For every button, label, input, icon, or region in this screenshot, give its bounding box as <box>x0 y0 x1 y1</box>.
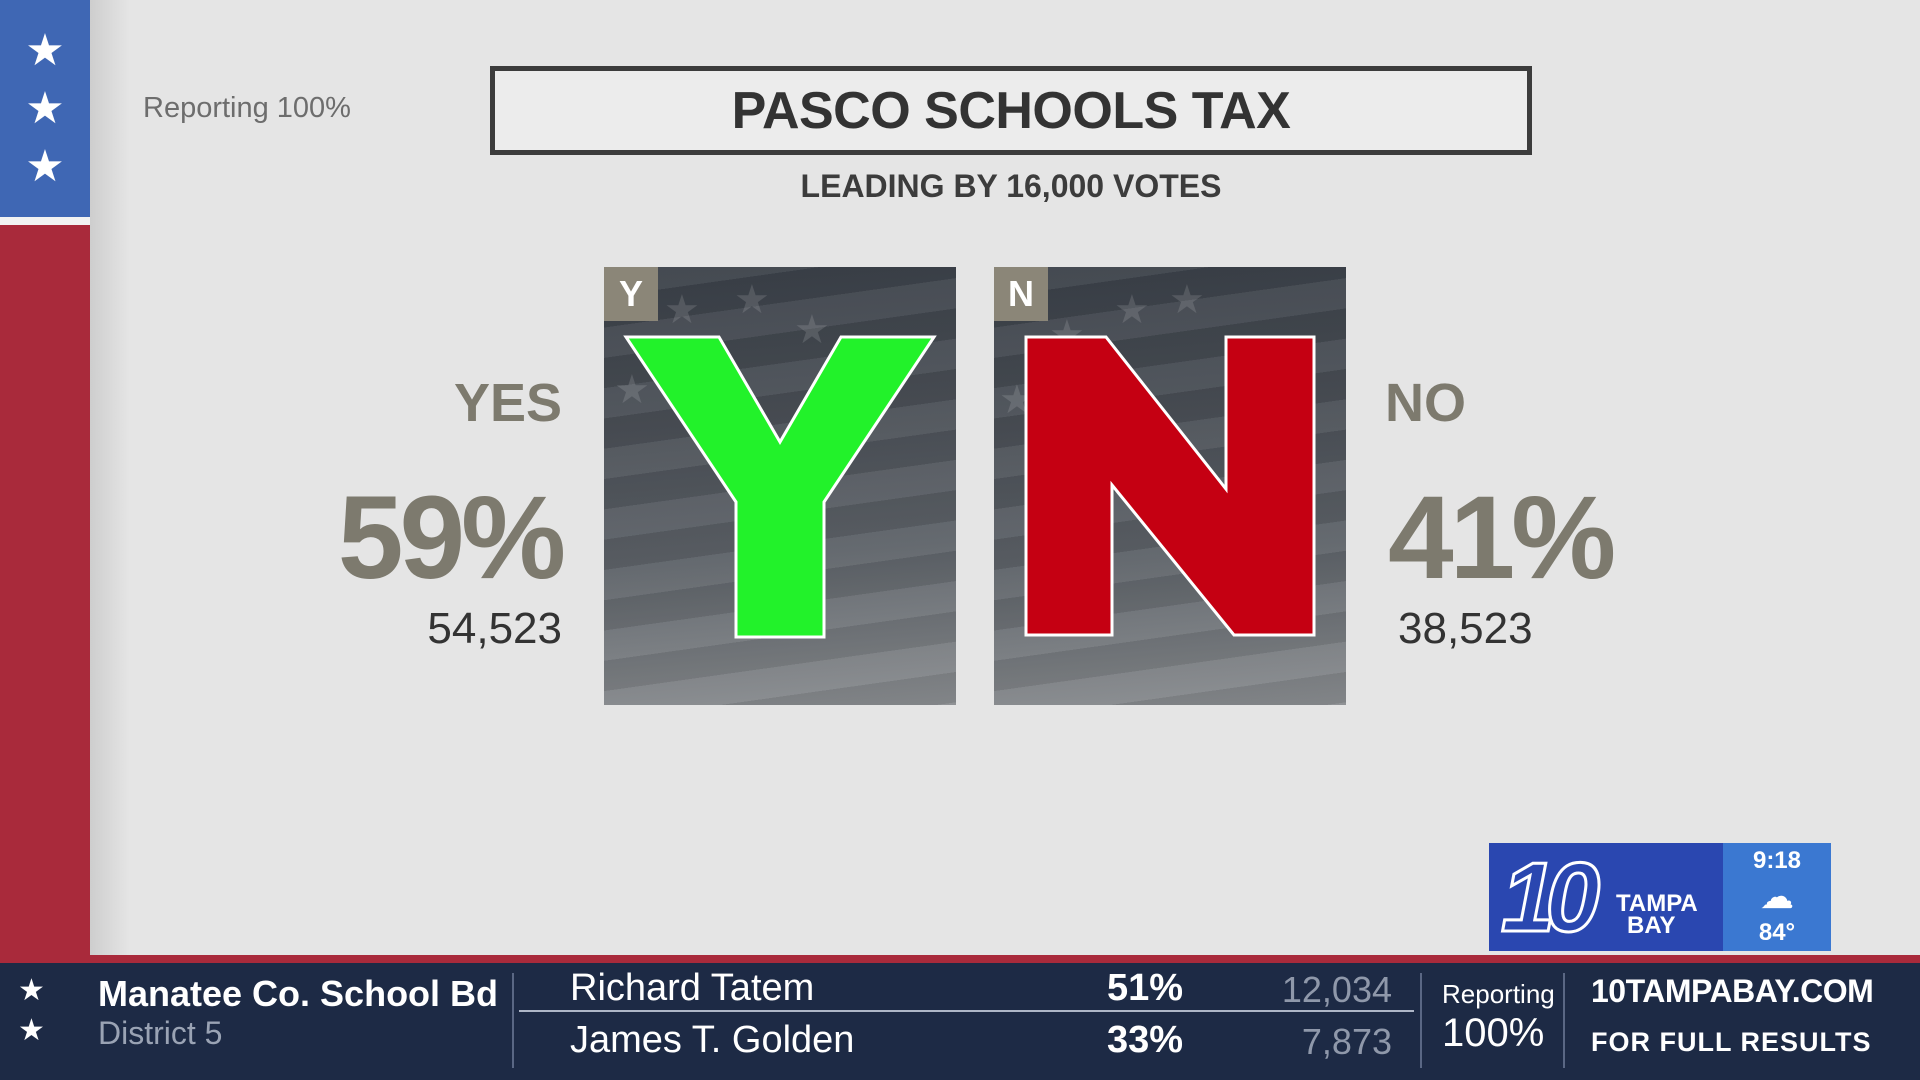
flag-white-stripe <box>0 217 90 225</box>
yes-letter-graphic <box>623 335 937 639</box>
ticker-divider <box>1563 973 1565 1068</box>
star-icon: ★ <box>794 308 830 352</box>
star-icon: ★ <box>25 141 65 191</box>
flag-shadow <box>90 0 130 955</box>
flag-band: ★ ★ ★ <box>0 0 90 955</box>
ticker-website: 10TAMPABAY.COM <box>1591 973 1874 1009</box>
yes-tag: Y <box>604 267 658 321</box>
star-icon: ★ <box>1114 288 1150 332</box>
ticker-candidate-percent: 33% <box>1107 1019 1184 1061</box>
ticker-row-separator <box>519 1010 1414 1012</box>
ticker-reporting-value: 100% <box>1442 1011 1545 1055</box>
no-percent: 41% <box>1388 472 1616 604</box>
clock-time: 9:18 <box>1752 847 1802 874</box>
partly-cloudy-night-icon: ☁ <box>1760 878 1794 916</box>
ticker-stars: ★ ★ <box>18 973 45 1049</box>
ticker-candidate-votes: 12,034 <box>1281 969 1392 1010</box>
star-icon: ★ <box>18 974 45 1007</box>
star-icon: ★ <box>664 288 700 332</box>
logo-line2: BAY <box>1627 912 1676 939</box>
no-letter-icon <box>1024 335 1316 637</box>
race-title-box: PASCO SCHOOLS TAX <box>490 66 1532 155</box>
no-panel: ★ ★ ★ ★ N <box>994 267 1346 705</box>
results-ticker: ★ ★ Manatee Co. School Bd District 5 Ric… <box>0 963 1920 1080</box>
yes-votes: 54,523 <box>427 604 562 653</box>
star-icon: ★ <box>614 368 650 412</box>
logo-number: 10 <box>1499 843 1601 951</box>
no-label: NO <box>1385 373 1466 433</box>
yes-letter-icon <box>623 335 937 639</box>
reporting-status: Reporting 100% <box>143 92 351 124</box>
ticker-top-border <box>0 955 1920 963</box>
yes-percent: 59% <box>337 472 566 604</box>
ticker-candidate-percent: 51% <box>1107 967 1184 1009</box>
star-icon: ★ <box>25 83 65 133</box>
logo-line1: TAMPA <box>1616 890 1698 917</box>
ticker-race-name: Manatee Co. School Bd <box>98 973 499 1014</box>
ticker-cta: FOR FULL RESULTS <box>1591 1027 1872 1057</box>
no-tag: N <box>994 267 1048 321</box>
ticker-candidate-name: Richard Tatem <box>570 967 815 1009</box>
ticker-candidate-name: James T. Golden <box>570 1019 855 1061</box>
flag-red-stripe <box>0 225 90 955</box>
station-bug: 10 TAMPA BAY 9:18 ☁ 84° <box>1489 843 1831 951</box>
star-icon: ★ <box>18 1014 45 1047</box>
weather-box: 9:18 ☁ 84° <box>1723 843 1831 951</box>
flag-star-field: ★ ★ ★ <box>0 0 90 217</box>
no-votes: 38,523 <box>1398 604 1533 653</box>
yes-label: YES <box>453 373 562 433</box>
temperature: 84° <box>1758 919 1796 946</box>
ticker-divider <box>1420 973 1422 1068</box>
race-title: PASCO SCHOOLS TAX <box>731 81 1291 140</box>
star-icon: ★ <box>734 278 770 322</box>
station-logo: 10 TAMPA BAY <box>1489 843 1723 951</box>
no-letter-graphic <box>1024 335 1316 637</box>
yes-panel: ★ ★ ★ ★ Y <box>604 267 956 705</box>
star-icon: ★ <box>25 25 65 75</box>
ticker-district: District 5 <box>98 1015 223 1051</box>
ticker-candidate-votes: 7,873 <box>1301 1021 1392 1062</box>
ticker-reporting-label: Reporting <box>1442 979 1555 1009</box>
star-icon: ★ <box>1169 278 1205 322</box>
race-subtitle: LEADING BY 16,000 VOTES <box>800 168 1222 204</box>
ticker-divider <box>512 973 514 1068</box>
